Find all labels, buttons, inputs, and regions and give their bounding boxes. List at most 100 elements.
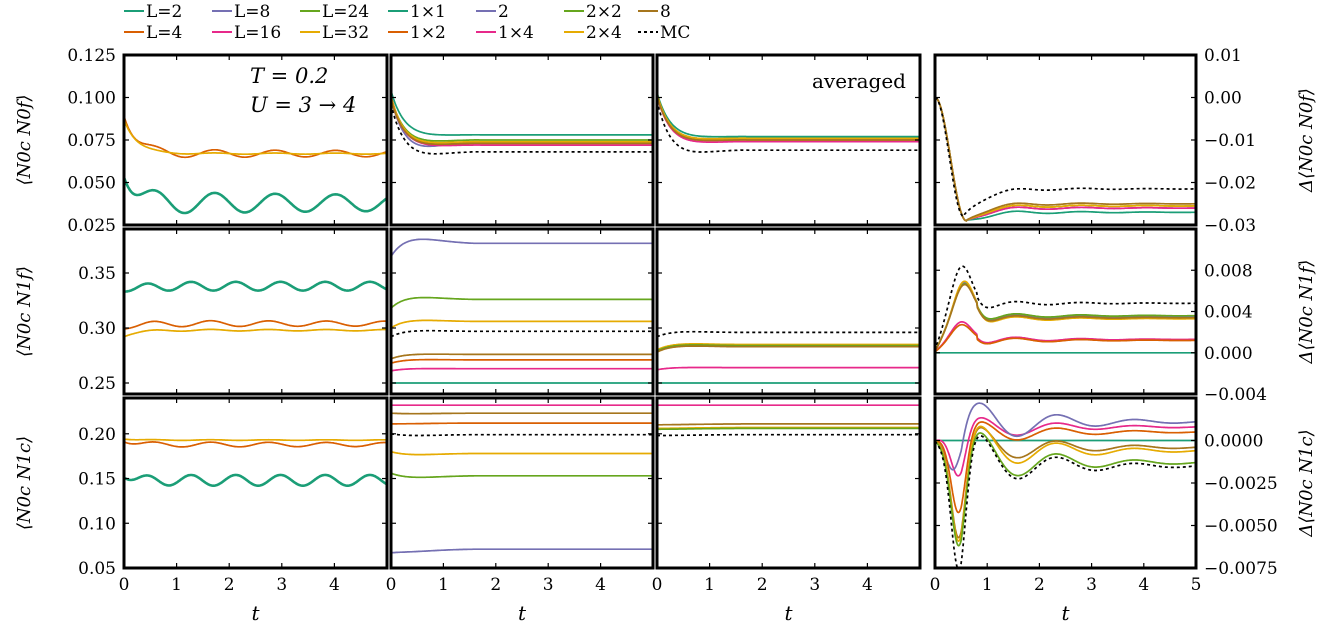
x-axis-label: t bbox=[518, 601, 527, 625]
y-tick-label: −0.004 bbox=[1204, 385, 1267, 405]
series-line bbox=[935, 426, 1196, 539]
x-tick-label: 1 bbox=[438, 575, 449, 595]
x-tick-label: 5 bbox=[1191, 575, 1202, 595]
panel-frame bbox=[389, 396, 655, 570]
legend-label: 8 bbox=[660, 2, 671, 22]
series-line bbox=[935, 96, 1196, 222]
legend-label: 2×2 bbox=[586, 2, 622, 22]
y-tick-label: 0.10 bbox=[78, 514, 116, 534]
x-tick-label: 2 bbox=[1034, 575, 1045, 595]
series-line bbox=[657, 330, 920, 338]
y-tick-label: 0.00 bbox=[1204, 89, 1242, 109]
x-tick-label: 3 bbox=[543, 575, 554, 595]
x-tick-label: 0 bbox=[386, 575, 397, 595]
series-line bbox=[391, 432, 653, 437]
y-tick-label: 0.0000 bbox=[1204, 432, 1263, 452]
series-line bbox=[657, 344, 920, 352]
legend-label: L=2 bbox=[146, 2, 182, 22]
panel-frame bbox=[655, 227, 922, 396]
series-line bbox=[657, 433, 920, 437]
y-tick-label: 0.05 bbox=[78, 559, 116, 579]
panel bbox=[655, 53, 922, 227]
y-tick-label: 0.100 bbox=[67, 89, 116, 109]
y-axis-label-left: ⟨N0c N1f⟩ bbox=[14, 266, 35, 357]
series-line bbox=[657, 366, 920, 371]
legend-item: 1×4 bbox=[476, 23, 534, 43]
series-line bbox=[124, 441, 387, 448]
legend-label: L=24 bbox=[322, 2, 369, 22]
y-axis-label-right: Δ⟨N0c N1f⟩ bbox=[1296, 260, 1317, 365]
y-tick-label: 0.050 bbox=[67, 174, 116, 194]
annotation-averaged: averaged bbox=[812, 69, 906, 93]
series-line bbox=[391, 472, 653, 479]
series-line bbox=[935, 416, 1196, 477]
panel: 0.25 0.30 0.35 bbox=[78, 227, 389, 396]
x-tick-label: 0 bbox=[119, 575, 130, 595]
panel-frame bbox=[933, 53, 1198, 227]
series-line bbox=[935, 432, 1196, 547]
y-tick-label: −0.02 bbox=[1204, 174, 1256, 194]
series-line bbox=[657, 423, 920, 426]
panel-frame bbox=[933, 227, 1198, 396]
series-line bbox=[124, 473, 387, 488]
y-tick-label: −0.0025 bbox=[1204, 474, 1278, 494]
y-tick-label: 0.35 bbox=[78, 264, 116, 284]
series-line bbox=[391, 412, 653, 415]
x-tick-label: 0 bbox=[930, 575, 941, 595]
y-axis-label-left: ⟨N0c N0f⟩ bbox=[14, 95, 35, 186]
panel: −0.0075 −0.0050 −0.0025 0.0000 0 1 2 3 4 5 t bbox=[930, 396, 1278, 625]
x-tick-label: 4 bbox=[862, 575, 873, 595]
series-line bbox=[657, 100, 920, 153]
panel: 0.025 0.050 0.075 0.100 0.125 bbox=[67, 46, 389, 236]
y-tick-label: −0.0075 bbox=[1204, 559, 1278, 579]
series-line bbox=[935, 96, 1196, 222]
y-axis-label-right: Δ⟨N0c N0f⟩ bbox=[1296, 88, 1317, 193]
legend-item: L=2 bbox=[124, 2, 182, 22]
legend-label: 2 bbox=[498, 2, 509, 22]
y-tick-label: 0.125 bbox=[67, 46, 116, 66]
legend-item: L=16 bbox=[212, 23, 281, 43]
series-line bbox=[124, 176, 387, 215]
series-line bbox=[657, 92, 920, 138]
series-line bbox=[657, 93, 920, 142]
panel: −0.004 0.000 0.004 0.008 bbox=[933, 227, 1267, 405]
panel bbox=[389, 53, 655, 227]
labels: T = 0.2 U = 3 → 4 averaged bbox=[250, 64, 906, 117]
y-tick-label: 0.15 bbox=[78, 470, 116, 490]
series-line bbox=[391, 329, 653, 338]
legend-item: L=8 bbox=[212, 2, 270, 22]
legend-item: 2×2 bbox=[564, 2, 622, 22]
panel-frame bbox=[655, 396, 922, 570]
legend-label: 1×4 bbox=[498, 23, 534, 43]
y-tick-label: 0.20 bbox=[78, 425, 116, 445]
x-tick-label: 3 bbox=[1086, 575, 1097, 595]
panel-frame bbox=[122, 227, 389, 396]
legend-item: 1×2 bbox=[388, 23, 446, 43]
legend-item: 2 bbox=[476, 2, 509, 22]
legend-label: 2×4 bbox=[586, 23, 622, 43]
series-line bbox=[391, 104, 653, 155]
legend-item: L=24 bbox=[300, 2, 369, 22]
panel: 0 1 2 3 4 t bbox=[386, 396, 655, 625]
panel: −0.03 −0.02 −0.01 0.00 0.01 bbox=[933, 46, 1256, 236]
legend-label: L=32 bbox=[322, 23, 369, 43]
legend-label: 1×1 bbox=[410, 2, 446, 22]
legend-label: L=16 bbox=[234, 23, 281, 43]
y-tick-label: 0.01 bbox=[1204, 46, 1242, 66]
x-tick-label: 1 bbox=[171, 575, 182, 595]
series-line bbox=[935, 96, 1196, 222]
series-line bbox=[657, 95, 920, 143]
series-line bbox=[391, 367, 653, 372]
series-line bbox=[391, 97, 653, 142]
series-line bbox=[935, 425, 1196, 543]
y-tick-label: 0.004 bbox=[1204, 303, 1253, 323]
series-line bbox=[935, 265, 1196, 352]
series-line bbox=[935, 421, 1196, 514]
panel bbox=[389, 227, 655, 396]
series-line bbox=[657, 343, 920, 351]
annotation-temperature: T = 0.2 bbox=[250, 64, 328, 88]
legend-item: L=32 bbox=[300, 23, 369, 43]
series-line bbox=[124, 319, 387, 330]
panel-frame bbox=[389, 227, 655, 396]
